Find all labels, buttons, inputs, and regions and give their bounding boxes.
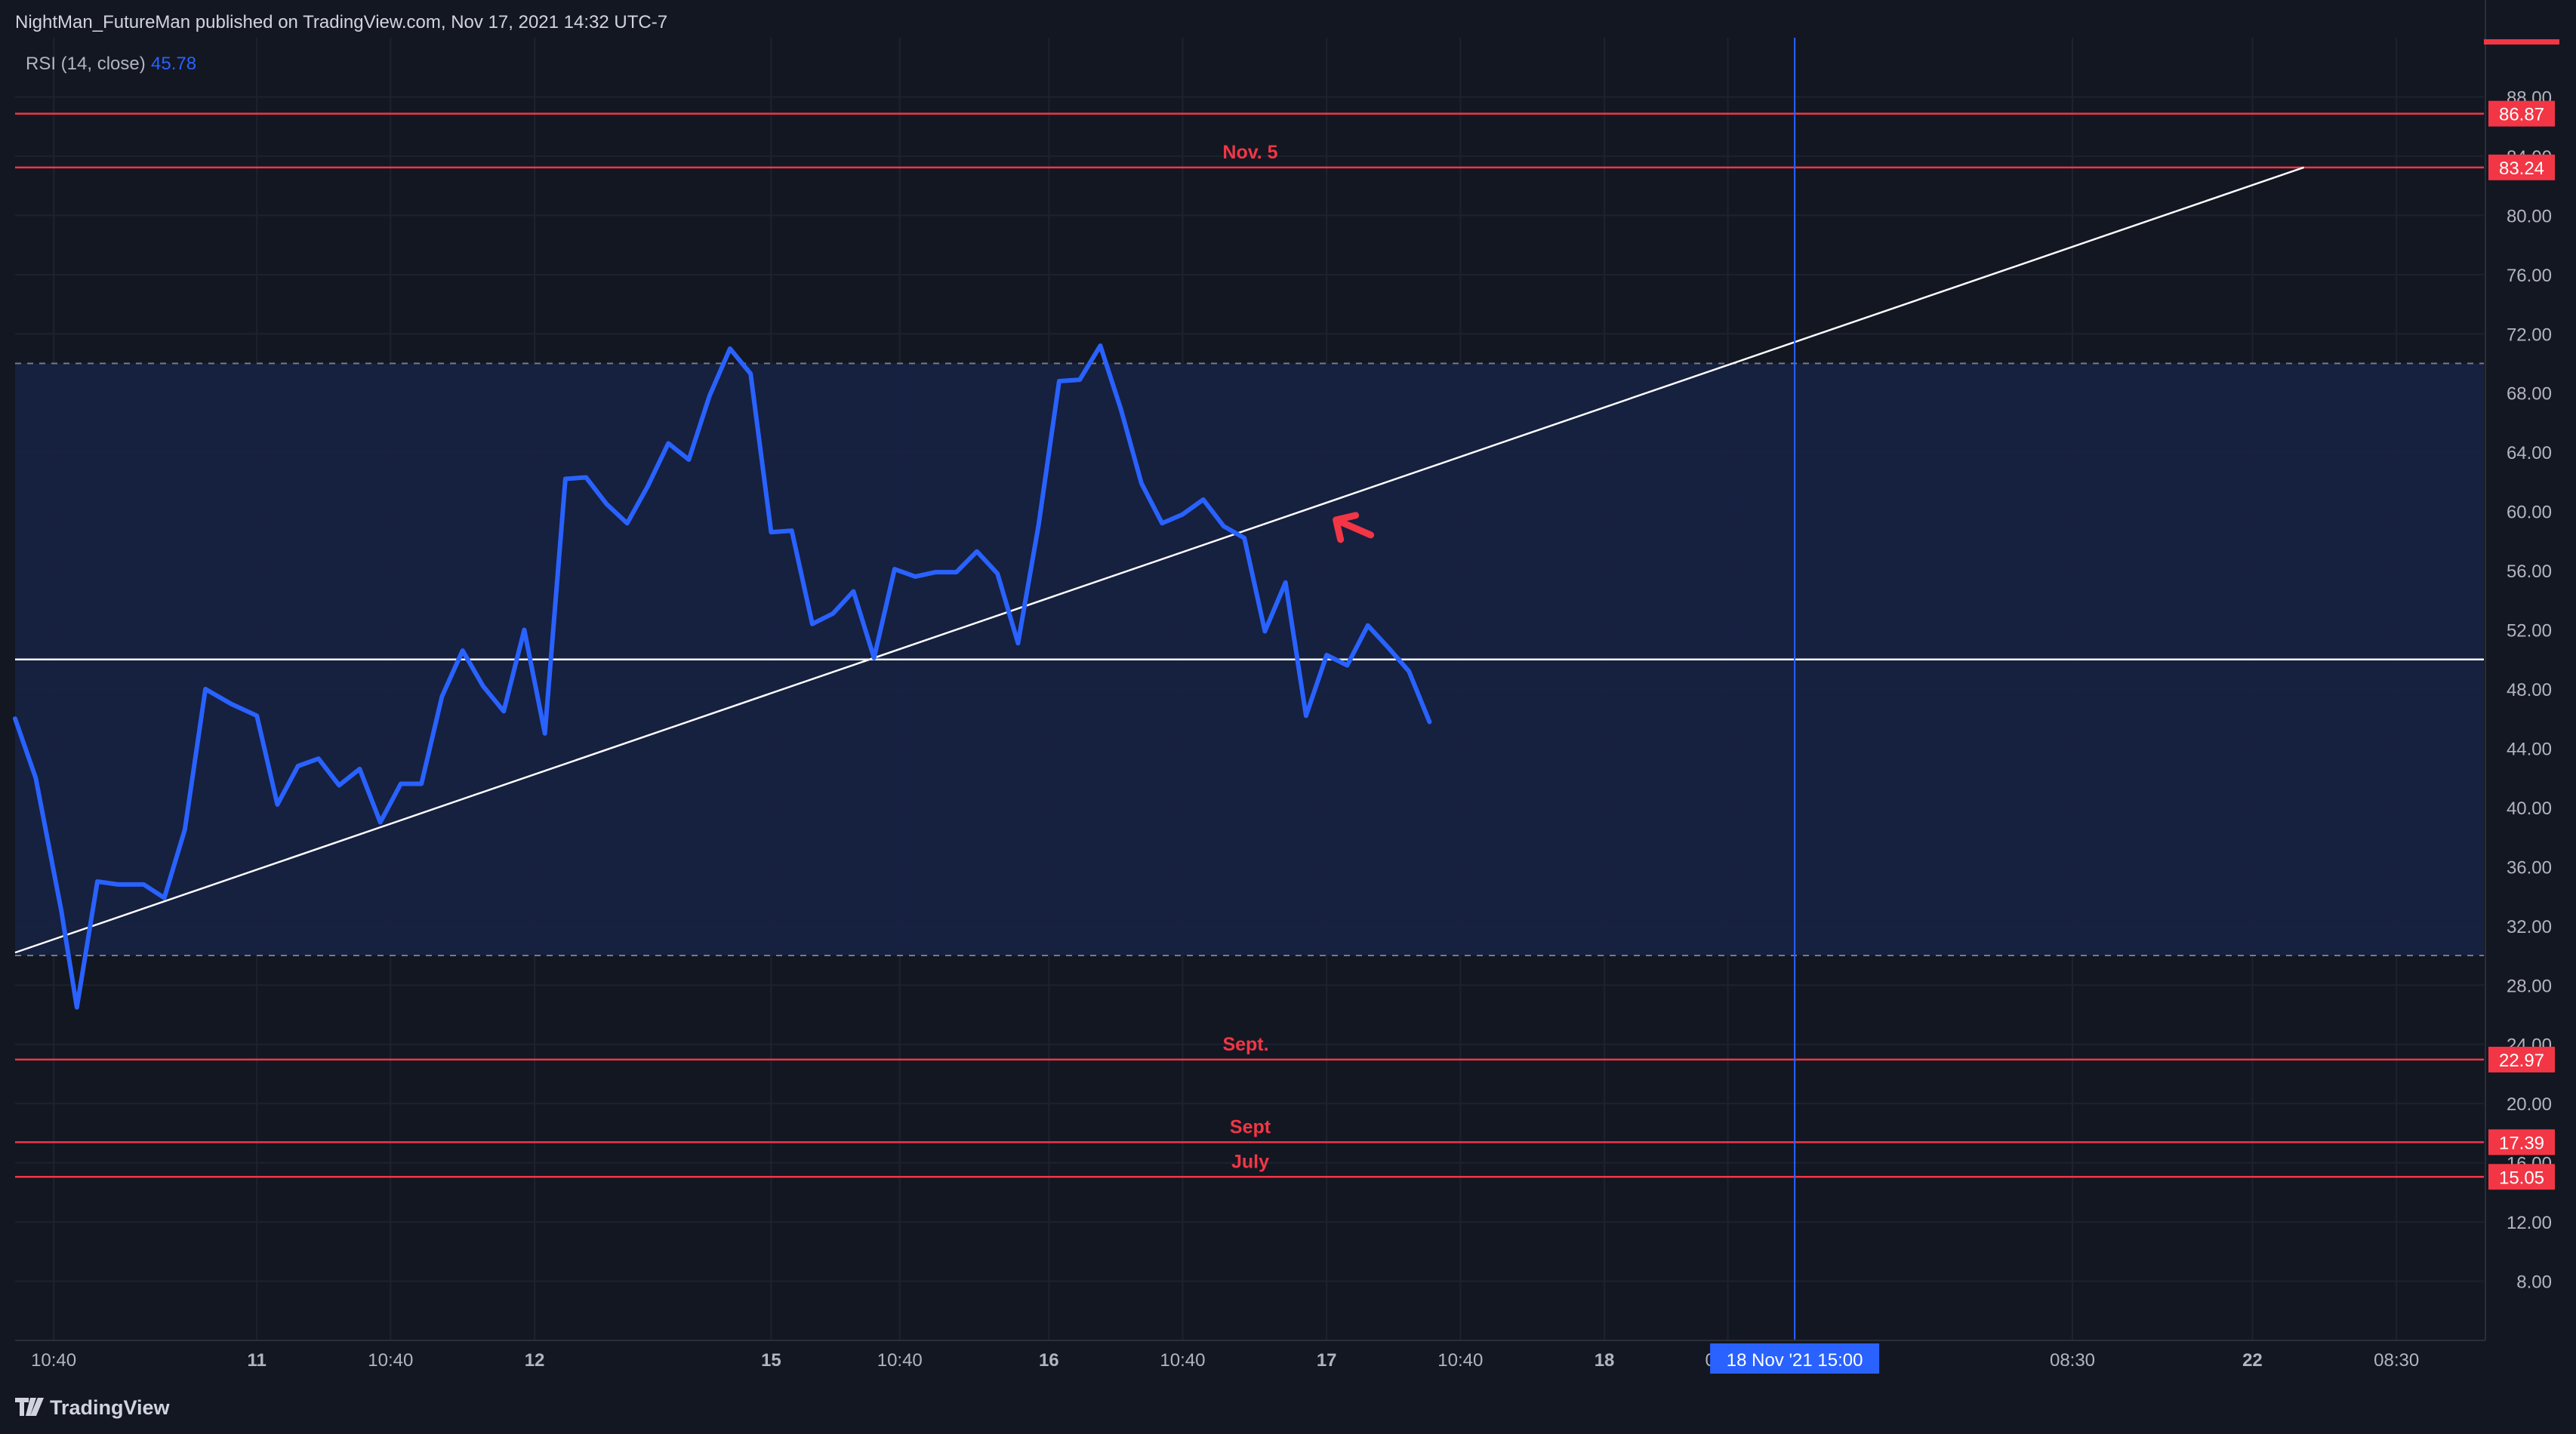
price-axis-tick-label: 44.00 [2507, 739, 2552, 759]
level-annotation-label: Sept. [1222, 1034, 1268, 1055]
price-axis: 88.0084.0080.0076.0072.0068.0064.0060.00… [2484, 0, 2576, 1340]
time-axis-tick-label: 10:40 [368, 1350, 413, 1371]
price-axis-tick-label: 48.00 [2507, 680, 2552, 700]
time-axis-tick-label: 12 [525, 1350, 545, 1371]
time-axis-tick-label: 11 [248, 1350, 267, 1371]
level-price-label: 22.97 [2499, 1051, 2544, 1071]
level-price-tag [2488, 154, 2555, 180]
time-axis-tick-label: 10:40 [877, 1350, 923, 1371]
price-axis-tick-label: 8.00 [2516, 1272, 2552, 1293]
rsi-series-line[interactable] [13, 343, 1432, 1010]
tradingview-logo-icon[interactable] [15, 1398, 44, 1416]
price-axis-tick-label: 60.00 [2507, 503, 2552, 523]
annotations: Nov. 5 Sept. Sept July [1222, 142, 1375, 1172]
indicator-value: 45.78 [151, 54, 196, 74]
price-axis-tick-label: 32.00 [2507, 917, 2552, 937]
time-axis-tick-label: 08:30 [2374, 1350, 2419, 1371]
crosshair-time-label: 18 Nov '21 15:00 [1727, 1350, 1863, 1371]
horizontal-levels [15, 112, 2484, 1178]
price-axis-tick-label: 80.00 [2507, 206, 2552, 226]
time-axis-tick-label: 16 [1039, 1350, 1059, 1371]
price-axis-tick-label: 64.00 [2507, 443, 2552, 463]
price-axis-tick-label: 76.00 [2507, 266, 2552, 286]
level-annotation-label: Nov. 5 [1222, 142, 1277, 163]
price-axis-tick-label: 72.00 [2507, 325, 2552, 345]
time-axis-tick-label: 10:40 [31, 1350, 76, 1371]
time-axis-tick-label: 22 [2242, 1350, 2263, 1371]
time-axis-tick-label: 08:30 [2050, 1350, 2095, 1371]
price-axis-background [2485, 0, 2576, 1340]
price-axis-tick-label: 56.00 [2507, 562, 2552, 582]
price-axis-top-marker [2484, 39, 2559, 45]
level-price-tag [2488, 1129, 2555, 1156]
rsi-band [15, 362, 2484, 957]
time-axis: 10:40 11 10:40 12 15 10:40 16 10:40 17 10:40 18 08:… [0, 1340, 2576, 1434]
price-axis-tick-label: 68.00 [2507, 384, 2552, 405]
level-price-tag [2488, 1164, 2555, 1190]
red-arrow-icon[interactable] [1333, 512, 1375, 543]
time-axis-tick-label: 15 [761, 1350, 781, 1371]
time-axis-tick-label: 18 [1595, 1350, 1615, 1371]
publisher-header: NightMan_FutureMan published on TradingV… [15, 12, 667, 32]
level-annotation-label: July [1231, 1151, 1269, 1172]
level-price-tag [2488, 1046, 2555, 1072]
time-axis-tick-label: 10:40 [1160, 1350, 1205, 1371]
trend-line[interactable] [14, 166, 2304, 954]
price-axis-tick-label: 12.00 [2507, 1213, 2552, 1233]
price-axis-tick-label: 36.00 [2507, 857, 2552, 878]
level-price-tag [2488, 100, 2555, 127]
tradingview-logo-text[interactable]: TradingView [50, 1396, 171, 1419]
price-axis-tick-label: 20.00 [2507, 1094, 2552, 1115]
level-annotation-label: Sept [1230, 1116, 1271, 1137]
footer-background [0, 1381, 2576, 1434]
level-price-label: 15.05 [2499, 1168, 2544, 1188]
level-price-label: 83.24 [2499, 158, 2544, 179]
crosshair-time-tag [1710, 1343, 1880, 1374]
level-price-label: 17.39 [2499, 1133, 2544, 1153]
price-axis-tick-label: 52.00 [2507, 621, 2552, 642]
level-price-label: 86.87 [2499, 105, 2544, 125]
time-axis-tick-label: 17 [1317, 1350, 1337, 1371]
price-axis-tick-label: 28.00 [2507, 976, 2552, 996]
time-axis-background [0, 1340, 2576, 1381]
price-axis-tick-label: 40.00 [2507, 799, 2552, 819]
time-axis-tick-label: 10:40 [1437, 1350, 1483, 1371]
indicator-name[interactable]: RSI (14, close) [26, 54, 146, 74]
trend-line-group [14, 166, 2304, 954]
rsi-line-group [13, 343, 1432, 1010]
